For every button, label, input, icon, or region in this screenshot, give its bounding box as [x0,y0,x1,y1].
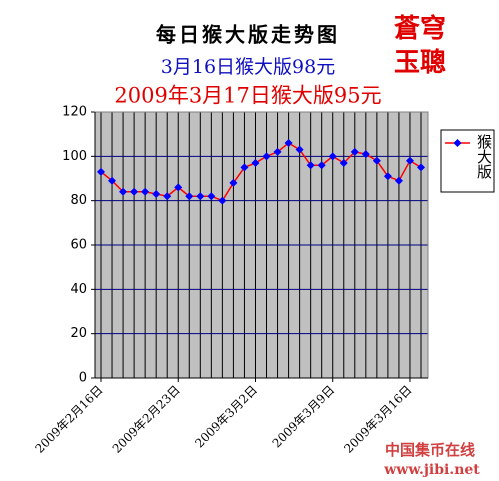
y-tick-label: 60 [70,238,87,253]
signature: 玉聰 [394,47,446,78]
legend-label: 猴大版 [475,134,493,180]
y-tick-label: 120 [62,105,87,120]
y-tick-label: 0 [79,371,87,386]
marker [273,147,282,156]
marker [284,139,293,148]
marker [240,163,249,172]
marker [251,158,260,167]
marker [163,192,172,201]
marker [108,176,117,185]
marker [174,183,183,192]
marker [97,167,105,176]
marker [229,178,238,187]
watermark: 中国集币在线 [385,441,475,459]
marker [152,190,161,199]
marker [207,192,216,201]
marker [262,152,271,161]
y-tick-label: 20 [70,326,87,341]
x-tick-label: 2009年2月16日 [32,383,105,456]
chart-subtitle: 3月16日猴大版98元 [161,56,335,78]
marker [141,187,150,196]
annotation: 2009年3月17日猴大版95元 [114,84,381,108]
watermark: www.jibi.net [383,462,480,478]
chart-title: 每日猴大版走势图 [156,23,340,47]
marker [328,152,337,161]
marker [350,147,359,156]
y-tick-label: 40 [70,282,87,297]
y-tick-label: 80 [70,193,87,208]
marker [218,196,227,205]
marker [130,187,139,196]
marker [119,187,128,196]
signature: 蒼穹 [394,13,446,44]
marker [196,192,205,201]
y-tick-label: 100 [62,149,87,164]
marker [372,156,381,165]
marker [361,150,370,159]
x-tick-label: 2009年2月23日 [110,383,183,456]
legend-box [440,129,495,193]
marker [306,161,315,170]
marker [417,163,425,172]
marker [185,192,194,201]
marker [295,145,304,154]
marker [405,156,414,165]
x-tick-label: 2009年3月2日 [192,383,260,451]
marker [394,176,403,185]
x-tick-label: 2009年3月9日 [270,383,338,451]
legend-marker [453,139,462,147]
marker [383,172,392,181]
marker [317,161,326,170]
marker [339,158,348,167]
